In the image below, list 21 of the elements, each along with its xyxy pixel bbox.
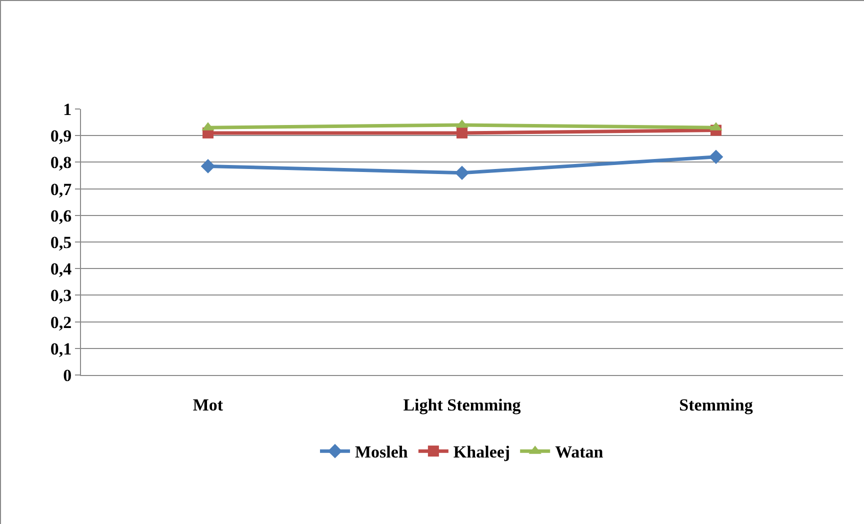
y-tick-label: 0,7: [50, 180, 72, 199]
legend-label: Khaleej: [453, 442, 510, 462]
y-tick-label: 0,2: [50, 312, 72, 332]
y-tick-label: 0,6: [50, 206, 72, 226]
point: [454, 166, 470, 180]
point: [708, 150, 724, 164]
y-tick-label: 0: [63, 366, 72, 385]
y-tick-label: 0,3: [50, 286, 72, 306]
x-tick-label: Light Stemming: [403, 395, 522, 414]
y-tick-label: 1: [63, 100, 72, 119]
y-tick-label: 0,1: [50, 339, 72, 358]
legend-label: Mosleh: [355, 442, 408, 462]
x-tick-label: Mot: [192, 395, 224, 414]
x-tick-label: Stemming: [679, 395, 754, 414]
y-tick-label: 0,8: [50, 153, 72, 172]
y-tick-label: 0,4: [50, 260, 72, 279]
legend-label: Watan: [555, 442, 604, 462]
y-tick-label: 0,5: [50, 232, 72, 252]
point: [456, 127, 468, 138]
point: [200, 159, 216, 174]
y-tick-label: 0,9: [50, 126, 72, 146]
